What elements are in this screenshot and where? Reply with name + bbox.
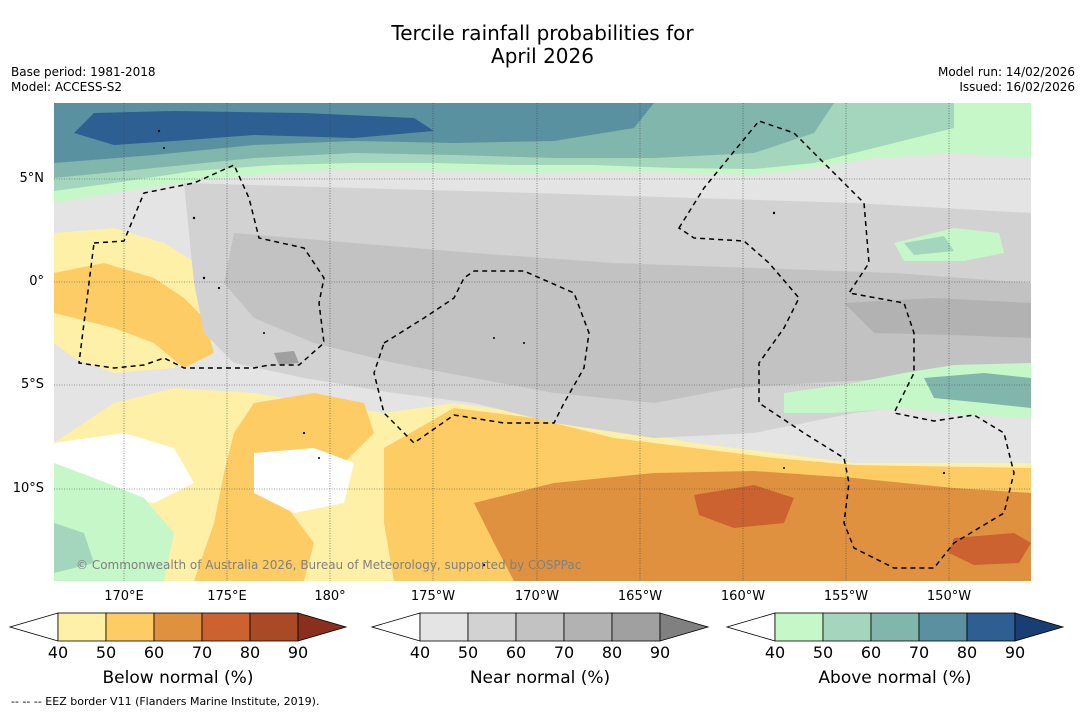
colorbar-tick-label: 70 [553, 643, 575, 662]
colorbar-segment [467, 612, 517, 642]
lon-label-175e: 175°E [207, 589, 247, 604]
title-line-1: Tercile rainfall probabilities for [391, 21, 694, 45]
issued-date: Issued: 16/02/2026 [959, 80, 1075, 94]
colorbar-segment [822, 612, 872, 642]
colorbar-label-above: Above normal (%) [818, 668, 972, 688]
colorbar-label-near: Near normal (%) [469, 668, 611, 688]
colorbar-below-normal [8, 612, 348, 642]
below-normal-south-70 [694, 485, 794, 528]
lon-label-175w: 175°W [410, 589, 456, 604]
colorbar-tick-label: 70 [191, 643, 213, 662]
colorbar-tick-label: 80 [956, 643, 978, 662]
lat-label-5s: 5°S [20, 377, 44, 392]
colorbar-tick-label: 90 [287, 643, 309, 662]
colorbar-segment [153, 612, 203, 642]
colorbar-tick-label: 80 [239, 643, 261, 662]
eez-footnote: -- -- -- EEZ border V11 (Flanders Marine… [11, 695, 320, 708]
right-metadata: Model run: 14/02/2026 Issued: 16/02/2026 [938, 65, 1075, 95]
lat-label-5n: 5°N [19, 171, 45, 186]
model-run: Model run: 14/02/2026 [937, 65, 1075, 79]
colorbars [8, 612, 1065, 642]
lon-label-180: 180° [314, 589, 346, 604]
colorbar-tick-label: 60 [505, 643, 527, 662]
above-normal-sw-50 [54, 523, 94, 573]
colorbar-segment [918, 612, 968, 642]
below-normal-west-50 [54, 263, 214, 368]
above-normal-east-patch-north-50 [904, 236, 954, 255]
lon-label-160w: 160°W [720, 589, 766, 604]
near-normal-70 [844, 298, 1031, 338]
lon-label-165w: 165°W [617, 589, 663, 604]
map-title: Tercile rainfall probabilities for April… [0, 22, 1085, 68]
colorbar-near-normal [370, 612, 710, 642]
title-line-2: April 2026 [491, 44, 594, 68]
lat-label-10s: 10°S [12, 481, 44, 496]
colorbar-segment [419, 612, 469, 642]
colorbar-tick-label: 90 [1004, 643, 1026, 662]
gridlines [54, 103, 1031, 581]
colorbar-max-extension [297, 612, 348, 642]
lon-label-170w: 170°W [514, 589, 560, 604]
model-name: Model: ACCESS-S2 [11, 80, 123, 94]
colorbar-min-extension [8, 612, 59, 642]
near-normal-60 [224, 233, 1031, 403]
colorbar-segment [870, 612, 920, 642]
colorbar-max-extension [659, 612, 710, 642]
colorbar-tick-label: 60 [143, 643, 165, 662]
colorbar-max-extension [1014, 612, 1065, 642]
colorbar-segment [105, 612, 155, 642]
colorbar-tick-label: 50 [95, 643, 117, 662]
lon-label-170e: 170°E [104, 589, 144, 604]
colorbar-segment [563, 612, 613, 642]
lat-label-equator: 0° [29, 274, 44, 289]
colorbar-tick-label: 40 [47, 643, 69, 662]
colorbar-tick-label: 70 [908, 643, 930, 662]
colorbar-tick-label: 40 [764, 643, 786, 662]
lon-label-150w: 150°W [926, 589, 972, 604]
island-dots [157, 129, 946, 567]
colorbar-segment [57, 612, 107, 642]
colorbar-tick-label: 90 [649, 643, 671, 662]
colorbar-segment [611, 612, 661, 642]
colorbar-segment [201, 612, 251, 642]
colorbar-label-below: Below normal (%) [102, 668, 254, 688]
colorbar-above-normal [725, 612, 1065, 642]
colorbar-tick-label: 80 [601, 643, 623, 662]
copyright-notice: © Commonwealth of Australia 2026, Bureau… [76, 558, 582, 572]
eez-borders [78, 120, 1015, 569]
colorbar-segment [249, 612, 299, 642]
above-normal-east-patch-south-60 [924, 373, 1031, 408]
colorbar-tick-label: 60 [860, 643, 882, 662]
lon-label-155w: 155°W [823, 589, 869, 604]
colorbar-tick-label: 50 [457, 643, 479, 662]
colorbar-segment [515, 612, 565, 642]
base-period: Base period: 1981-2018 [11, 65, 156, 79]
rainfall-map [54, 103, 1031, 581]
below-normal-south-70b [949, 533, 1031, 565]
colorbar-segment [966, 612, 1016, 642]
colorbar-min-extension [725, 612, 776, 642]
colorbar-tick-label: 40 [409, 643, 431, 662]
white-patch-south-mid [254, 448, 354, 513]
colorbar-min-extension [370, 612, 421, 642]
left-metadata: Base period: 1981-2018 Model: ACCESS-S2 [11, 65, 156, 95]
near-normal-80 [274, 351, 299, 365]
colorbar-segment [774, 612, 824, 642]
above-normal-north-80 [74, 111, 434, 145]
colorbar-tick-label: 50 [812, 643, 834, 662]
